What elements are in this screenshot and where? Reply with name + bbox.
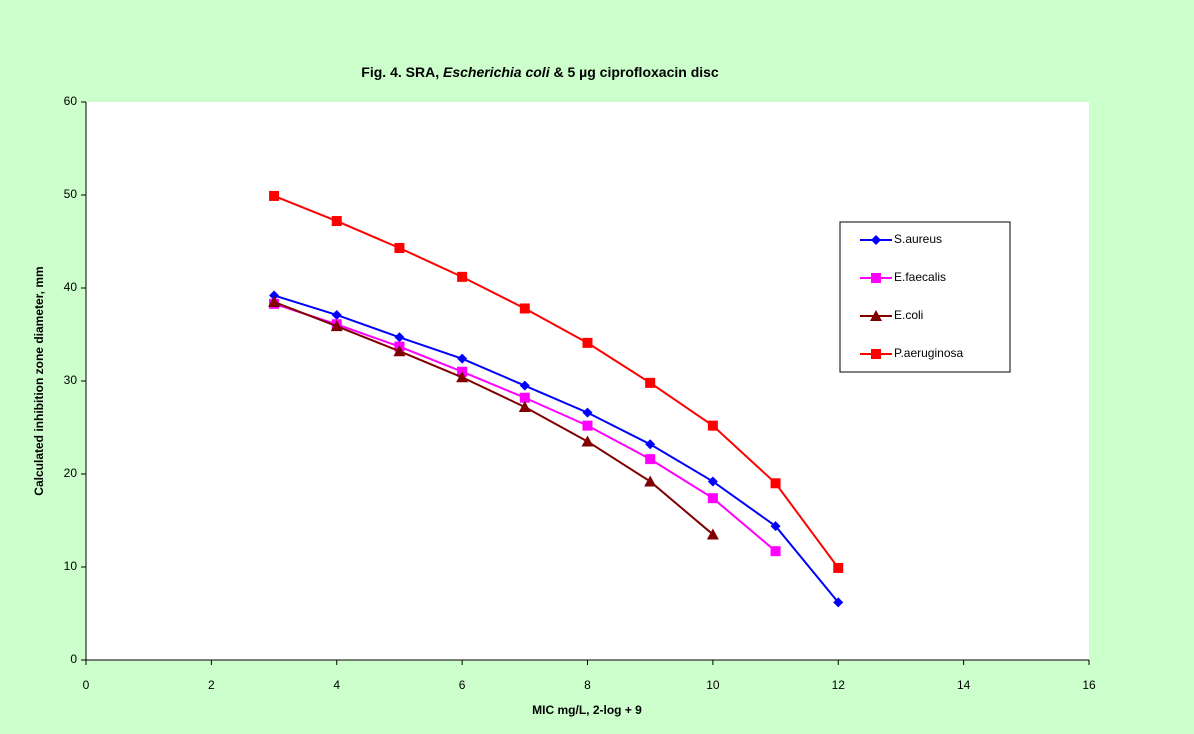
legend-label: E.faecalis	[894, 270, 946, 284]
marker	[581, 435, 594, 447]
marker	[269, 290, 280, 301]
y-tick-label: 60	[64, 94, 78, 108]
marker	[644, 475, 657, 487]
x-tick-label: 2	[208, 678, 215, 692]
x-tick-label: 16	[1082, 678, 1096, 692]
marker	[269, 190, 280, 201]
marker	[871, 235, 881, 245]
marker	[707, 420, 718, 431]
marker	[770, 546, 781, 557]
x-tick-label: 8	[584, 678, 591, 692]
marker	[331, 309, 342, 320]
legend-box	[839, 221, 1011, 373]
x-tick-label: 0	[83, 678, 90, 692]
title-part: Fig. 4. SRA,	[361, 64, 443, 80]
marker	[331, 216, 342, 227]
marker	[645, 377, 656, 388]
marker	[870, 310, 882, 321]
legend-label: S.aureus	[894, 232, 942, 246]
marker	[770, 521, 781, 532]
marker	[330, 320, 343, 332]
marker	[519, 392, 530, 403]
y-tick-label: 40	[64, 280, 78, 294]
series-line	[273, 195, 840, 569]
x-tick-label: 4	[333, 678, 340, 692]
marker	[394, 243, 405, 254]
legend-label: P.aeruginosa	[894, 346, 963, 360]
marker	[393, 345, 406, 357]
marker	[707, 493, 718, 504]
title-part: & 5 µg ciprofloxacin disc	[550, 64, 719, 80]
marker	[582, 420, 593, 431]
marker	[457, 353, 468, 364]
marker	[645, 454, 656, 465]
marker	[770, 478, 781, 489]
marker	[268, 295, 281, 307]
marker	[519, 380, 530, 391]
marker	[519, 303, 530, 314]
y-tick-label: 30	[64, 373, 78, 387]
marker	[707, 476, 718, 487]
plot-area	[86, 102, 1089, 660]
marker	[645, 439, 656, 450]
x-axis-label: MIC mg/L, 2-log + 9	[532, 703, 642, 717]
x-tick-label: 10	[706, 678, 720, 692]
x-tick-label: 6	[459, 678, 466, 692]
marker	[394, 332, 405, 343]
y-axis-label: Calculated inhibition zone diameter, mm	[32, 266, 46, 495]
marker	[456, 371, 469, 383]
marker	[457, 271, 468, 282]
title-part: Escherichia coli	[443, 64, 551, 80]
chart-title: Fig. 4. SRA, Escherichia coli & 5 µg cip…	[361, 64, 719, 80]
marker	[582, 337, 593, 348]
series-line	[273, 294, 840, 603]
marker	[706, 528, 719, 540]
marker	[871, 349, 881, 359]
marker	[833, 562, 844, 573]
x-tick-label: 14	[957, 678, 971, 692]
y-tick-label: 20	[64, 466, 78, 480]
marker	[833, 597, 844, 608]
marker	[871, 273, 881, 283]
series-line	[273, 301, 714, 536]
marker	[582, 407, 593, 418]
marker	[518, 401, 531, 413]
legend-label: E.coli	[894, 308, 923, 322]
y-tick-label: 10	[64, 559, 78, 573]
y-tick-label: 0	[70, 652, 77, 666]
y-tick-label: 50	[64, 187, 78, 201]
x-tick-label: 12	[832, 678, 846, 692]
